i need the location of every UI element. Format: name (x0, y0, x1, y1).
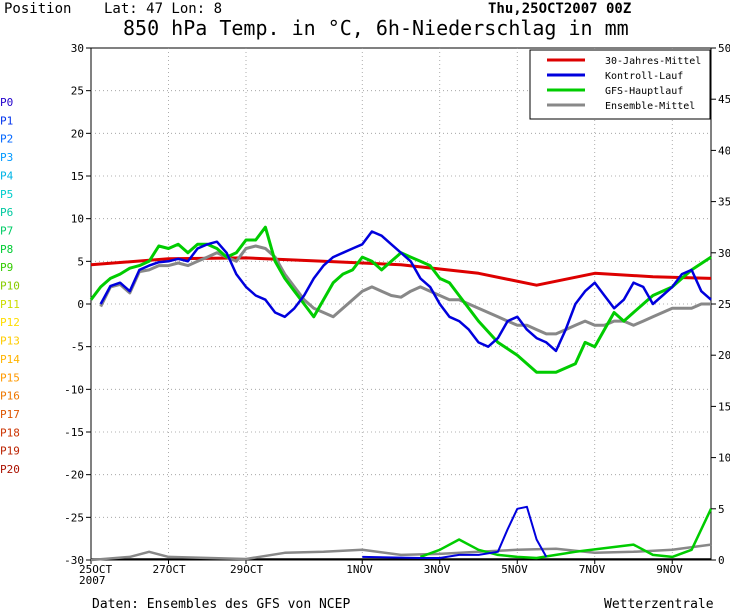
member-label: P15 (0, 371, 20, 384)
precip-line-ensemble-mittel (90, 543, 712, 562)
series-line-kontroll-lauf (99, 230, 712, 353)
y-right-tick-label: 5 (718, 503, 725, 516)
x-tick-label: 27OCT (153, 563, 186, 576)
coords-label: Lat: 47 Lon: 8 (104, 1, 222, 17)
member-label: P8 (0, 243, 13, 256)
position-label: Position (4, 1, 71, 17)
member-label: P18 (0, 426, 20, 439)
chart-title: 850 hPa Temp. in °C, 6h-Niederschlag in … (123, 16, 629, 40)
y-left-tick-label: 15 (71, 170, 84, 183)
legend-entry: Ensemble-Mittel (605, 101, 695, 112)
y-left-tick-label: 30 (71, 42, 84, 55)
run-label: Thu,25OCT2007 00Z (488, 1, 631, 17)
y-right-tick-label: 40 (718, 144, 730, 157)
x-tick-label: 1NOV (346, 563, 373, 576)
y-right-tick-label: 0 (718, 554, 725, 567)
series-line-gfs-hauptlauf (89, 225, 712, 374)
legend-entry: 30-Jahres-Mittel (605, 56, 701, 67)
y-left-tick-label: 20 (71, 127, 84, 140)
legend: 30-Jahres-Mittel Kontroll-Lauf GFS-Hauptla… (529, 49, 711, 120)
x-tick-label: 5NOV (501, 563, 528, 576)
member-label: P12 (0, 316, 20, 329)
y-right-tick-label: 50 (718, 42, 730, 55)
source-label: Daten: Ensembles des GFS von NCEP (92, 597, 350, 609)
y-left-tick-label: 10 (71, 213, 84, 226)
member-label: P9 (0, 261, 13, 274)
member-label: P7 (0, 224, 13, 237)
x-tick-label: 3NOV (424, 563, 451, 576)
member-label: P10 (0, 280, 20, 293)
member-label: P19 (0, 445, 20, 458)
y-left-tick-label: -25 (64, 511, 84, 524)
member-label: P20 (0, 463, 20, 476)
member-label: P4 (0, 169, 14, 182)
legend-entry: Kontroll-Lauf (605, 71, 683, 82)
member-list: P0 P1 P2 P3 P4 P5 P6 P7 P8 P9 P10 P11 P12 P13 P14 P15 P1… (0, 96, 20, 476)
y-right-tick-label: 15 (718, 400, 730, 413)
plot-area: -30 -25 -20 -15 -10 -5 0 5 10 15 20 25 30 0 5 10 15 20 25 3… (64, 42, 730, 587)
member-label: P16 (0, 390, 20, 403)
y-left-tick-label: -15 (64, 426, 84, 439)
y-left-tick-label: -20 (64, 469, 84, 482)
y-left-tick-label: -30 (64, 554, 84, 567)
member-label: P17 (0, 408, 20, 421)
y-right-tick-label: 25 (718, 298, 730, 311)
brand-label: Wetterzentrale (604, 597, 714, 609)
y-left-tick-label: -5 (71, 341, 84, 354)
y-left-tick-label: 25 (71, 85, 84, 98)
y-right-tick-label: 10 (718, 452, 730, 465)
y-left-tick-label: 5 (77, 255, 84, 268)
member-label: P0 (0, 96, 13, 109)
member-label: P2 (0, 133, 13, 146)
member-label: P3 (0, 151, 13, 164)
y-right-tick-label: 30 (718, 247, 730, 260)
x-tick-label: 25OCT (79, 563, 112, 576)
y-left-tick-label: -10 (64, 383, 84, 396)
y-left-tick-label: 0 (77, 298, 84, 311)
x-tick-label: 29OCT (230, 563, 263, 576)
x-tick-label: 9NOV (656, 563, 683, 576)
member-label: P11 (0, 298, 20, 311)
y-right-tick-label: 45 (718, 93, 730, 106)
member-label: P14 (0, 353, 20, 366)
x-tick-label: 7NOV (579, 563, 606, 576)
legend-entry: GFS-Hauptlauf (605, 86, 683, 97)
y-right-tick-label: 35 (718, 196, 730, 209)
member-label: P5 (0, 188, 13, 201)
precip-line-kontroll-lauf (362, 505, 548, 559)
y-right-tick-label: 20 (718, 349, 730, 362)
member-label: P6 (0, 206, 13, 219)
member-label: P13 (0, 335, 20, 348)
x-tick-year-label: 2007 (79, 574, 106, 587)
member-label: P1 (0, 114, 13, 127)
